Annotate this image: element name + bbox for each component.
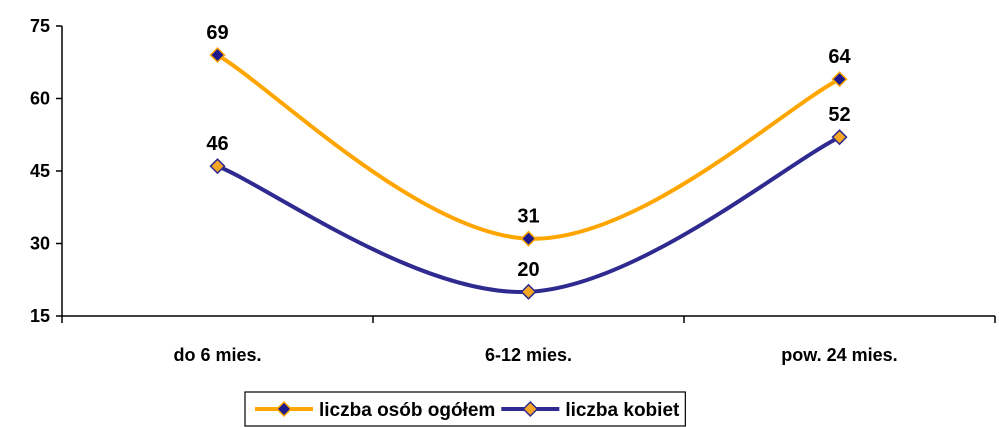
series-2-data-label: 20 [517, 259, 539, 281]
series-lines [216, 53, 841, 294]
data-labels: 69 31 64 46 20 52 [206, 22, 851, 281]
y-tick-label: 75 [30, 16, 50, 36]
x-category-label: pow. 24 mies. [781, 345, 897, 365]
series-2-marker [520, 283, 537, 300]
legend-box [244, 391, 686, 427]
series-1-data-label: 31 [517, 206, 539, 228]
series-1-marker [520, 230, 537, 247]
y-tick-label: 60 [30, 89, 50, 109]
x-category-label: 6-12 mies. [485, 345, 572, 365]
series-1-data-label: 69 [206, 22, 228, 44]
legend-label-2: liczba kobiet [565, 400, 680, 421]
x-ticks: do 6 mies. 6-12 mies. pow. 24 mies. [61, 316, 996, 365]
series-2-marker [209, 158, 226, 175]
series-2-data-label: 46 [206, 133, 228, 155]
y-ticks: 15 30 45 60 75 [30, 16, 62, 326]
legend-marker-1 [275, 400, 293, 418]
series-1-marker [831, 71, 848, 88]
series-1-data-label: 64 [828, 46, 851, 68]
series-2-marker [831, 129, 848, 146]
x-category-label: do 6 mies. [173, 345, 261, 365]
series-2-data-label: 52 [828, 104, 850, 126]
legend: liczba osób ogółem liczba kobiet [244, 391, 686, 427]
series-markers [209, 46, 848, 300]
legend-marker-2 [522, 400, 539, 418]
y-tick-label: 45 [30, 161, 50, 181]
y-tick-label: 30 [30, 234, 50, 254]
y-tick-label: 15 [30, 306, 50, 326]
legend-label-1: liczba osób ogółem [319, 400, 495, 421]
series-1-marker [209, 46, 226, 64]
